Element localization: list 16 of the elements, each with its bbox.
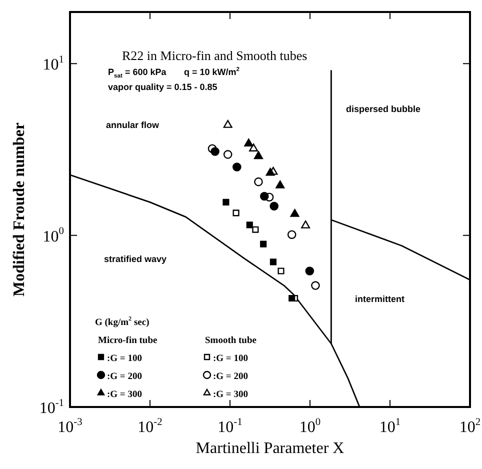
legend-label: :G = 200: [213, 372, 248, 382]
annotation: stratified wavy: [104, 254, 167, 264]
legend-label: :G = 100: [107, 354, 142, 364]
annotation: Smooth tube: [205, 336, 256, 346]
text: R22 in Micro-fin and Smooth tubes: [122, 48, 308, 63]
annotation: dispersed bubble: [346, 104, 421, 114]
legend-label: :G = 300: [213, 390, 248, 400]
annotation: intermittent: [355, 294, 405, 304]
annotation: vapor quality = 0.15 - 0.85: [108, 82, 218, 92]
legend-label: :G = 200: [107, 372, 142, 382]
annotation: Micro-fin tube: [98, 336, 158, 346]
x-axis-title: Martinelli Parameter X: [196, 440, 345, 457]
y-axis-title: Modified Froude number: [11, 122, 28, 296]
legend-label: :G = 300: [107, 390, 142, 400]
legend-label: :G = 100: [213, 354, 248, 364]
annotation: annular flow: [106, 120, 160, 130]
